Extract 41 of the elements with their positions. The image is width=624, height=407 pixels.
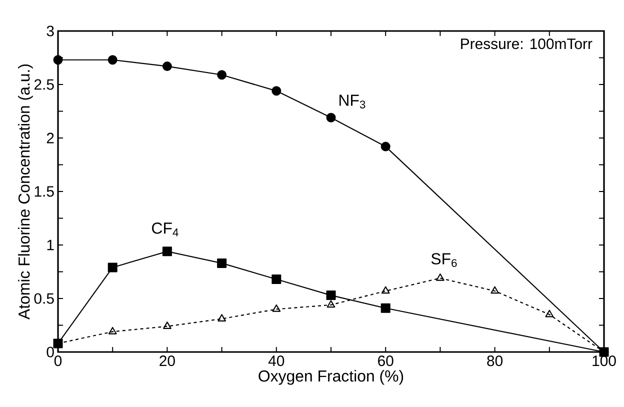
y-tick-label: 2.5 — [34, 79, 54, 90]
point — [162, 246, 172, 256]
x-tick-label: 80 — [487, 356, 503, 366]
y-axis-title: Atomic Fluorine Concentration (a.u.) — [18, 64, 33, 320]
point — [380, 303, 390, 313]
point — [217, 258, 227, 268]
x-tick-label: 100 — [592, 356, 616, 366]
point — [272, 86, 282, 96]
series-label: CF$_{4}$ — [152, 222, 178, 236]
point — [218, 314, 226, 322]
point — [380, 142, 390, 152]
point — [108, 262, 118, 272]
point — [326, 290, 336, 300]
y-tick-label: 1 — [47, 240, 54, 250]
point — [217, 70, 227, 80]
y-tick-label: 1.5 — [34, 186, 54, 197]
point — [436, 273, 444, 281]
point — [381, 286, 390, 294]
point — [162, 62, 172, 72]
point — [163, 322, 172, 329]
point — [490, 286, 499, 294]
series-label: NF$_{3}$ — [340, 94, 366, 108]
point — [272, 274, 282, 284]
x-tick-label: 0 — [54, 356, 62, 366]
y-tick-label: 3 — [46, 26, 54, 36]
y-tick-label: 2 — [46, 132, 54, 144]
x-tick-label: 20 — [160, 356, 175, 366]
point — [326, 112, 336, 122]
point — [108, 55, 118, 65]
point — [326, 300, 336, 308]
series-label: SF$_{6}$ — [431, 253, 457, 267]
y-tick-label: 0.5 — [34, 293, 54, 304]
point — [108, 326, 117, 334]
x-tick-label: 40 — [268, 356, 284, 366]
x-tick-label: 60 — [378, 356, 394, 366]
point — [272, 304, 281, 312]
point — [53, 55, 63, 65]
y-tick-label: 0 — [46, 346, 54, 358]
x-axis-title: Oxygen Fraction (%) — [258, 370, 404, 385]
annotation: Pressure: 100mTorr — [461, 38, 592, 50]
point — [545, 310, 554, 318]
